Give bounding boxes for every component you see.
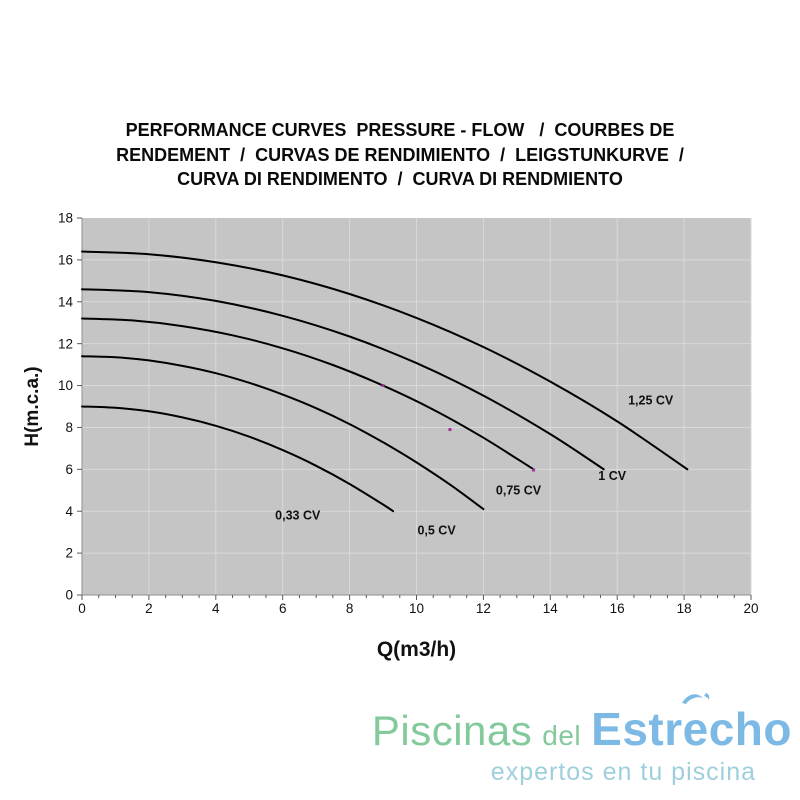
logo-estrecho-text: Estrecho <box>591 693 792 756</box>
x-axis-title: Q(m3/h) <box>377 638 456 661</box>
curve-label-1-cv: 1 CV <box>598 469 626 483</box>
logo-piscinas-text: Piscinas <box>371 707 533 754</box>
y-tick-label: 14 <box>58 294 74 309</box>
x-tick-label: 6 <box>279 601 287 616</box>
chart-title-line-2: RENDEMENT / CURVAS DE RENDIMIENTO / LEIG… <box>116 144 684 165</box>
x-tick-label: 12 <box>476 601 491 616</box>
chart-title: PERFORMANCE CURVES PRESSURE - FLOW / COU… <box>0 118 800 192</box>
curve-label-1-25-cv: 1,25 CV <box>628 393 674 407</box>
y-tick-label: 12 <box>58 336 73 351</box>
x-tick-label: 2 <box>145 601 153 616</box>
y-tick-label: 16 <box>58 252 73 267</box>
y-tick-label: 0 <box>65 588 73 603</box>
x-tick-label: 4 <box>212 601 220 616</box>
logo-del-text: del <box>542 720 582 751</box>
y-tick-label: 18 <box>58 211 73 226</box>
logo-estrecho-label: Estrecho <box>591 703 792 755</box>
data-marker <box>532 468 536 472</box>
data-marker <box>448 428 452 432</box>
logo-tagline: expertos en tu piscina <box>490 758 756 786</box>
x-tick-label: 14 <box>543 601 559 616</box>
y-axis-title: H(m.c.a.) <box>22 366 43 446</box>
curve-0-75-cv <box>81 317 535 471</box>
curve-label-0-75-cv: 0,75 CV <box>496 483 542 497</box>
chart-title-line-1: PERFORMANCE CURVES PRESSURE - FLOW / COU… <box>125 120 675 140</box>
y-tick-label: 2 <box>65 546 73 561</box>
curve-1-25-cv <box>81 250 689 471</box>
performance-chart: 0 2 4 6 8 10 12 14 16 18 20 0 2 4 6 8 10 12 14 16 18 0,33 CV 0… <box>22 211 759 661</box>
x-tick-label: 10 <box>409 601 424 616</box>
curve-0-5-cv <box>81 355 485 511</box>
wave-icon <box>680 691 714 707</box>
curve-label-0-5-cv: 0,5 CV <box>417 523 456 537</box>
brand-logo: Piscinas del Estrecho expertos en tu pis… <box>371 693 792 787</box>
x-tick-label: 0 <box>78 601 86 616</box>
x-tick-label: 18 <box>677 601 692 616</box>
x-tick-label: 16 <box>610 601 625 616</box>
x-tick-label: 8 <box>346 601 354 616</box>
y-tick-label: 8 <box>65 420 73 435</box>
chart-title-line-3: CURVA DI RENDIMENTO / CURVA DI RENDMIENT… <box>177 169 623 189</box>
y-tick-label: 10 <box>58 378 73 393</box>
x-tick-label: 20 <box>743 601 758 616</box>
y-tick-label: 4 <box>65 504 73 519</box>
data-marker <box>381 384 385 388</box>
y-tick-label: 6 <box>65 462 73 477</box>
brand-logo-wordmark: Piscinas del Estrecho <box>371 693 792 756</box>
curve-0-33-cv <box>81 405 395 513</box>
curve-1-cv <box>81 288 605 471</box>
curve-label-0-33-cv: 0,33 CV <box>275 509 321 523</box>
